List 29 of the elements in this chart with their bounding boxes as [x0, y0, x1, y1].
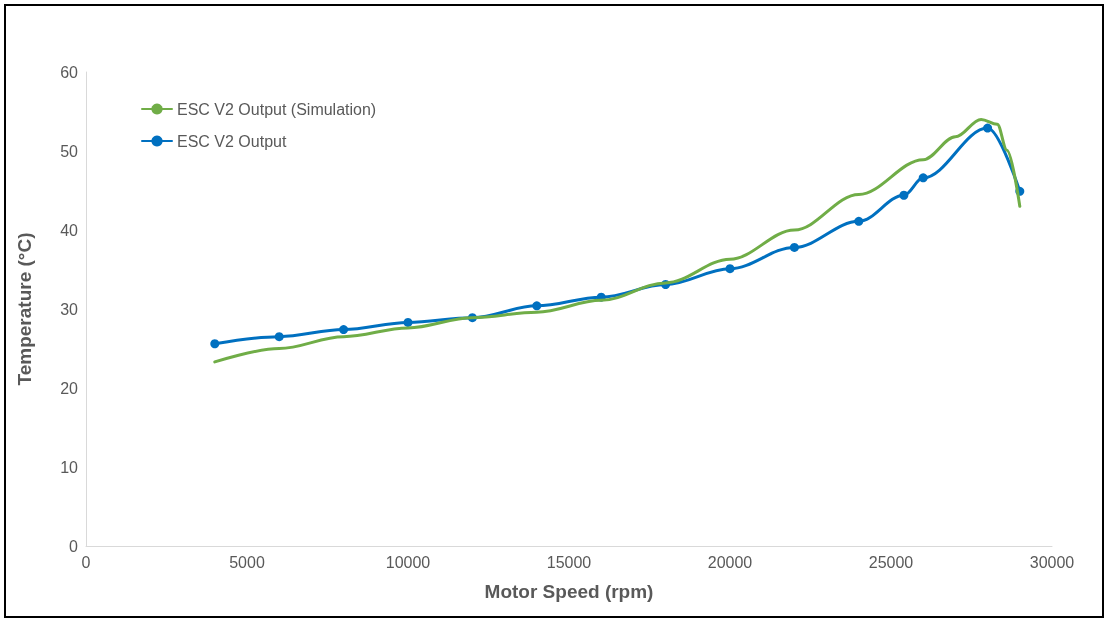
- y-tick-label: 0: [69, 537, 79, 555]
- y-tick-label: 50: [60, 142, 79, 160]
- point: [854, 216, 864, 226]
- y-tick-label: 30: [60, 300, 79, 318]
- y-tick-label: 20: [60, 379, 79, 397]
- point: [983, 123, 993, 133]
- x-tick-label: 10000: [385, 553, 431, 571]
- x-axis-title: Motor Speed (rpm): [484, 581, 654, 602]
- point: [274, 332, 284, 342]
- point: [532, 301, 542, 311]
- x-tick-label: 25000: [868, 553, 914, 571]
- point: [339, 325, 349, 335]
- y-tick-label: 60: [60, 63, 79, 81]
- point: [918, 173, 928, 183]
- x-tick-label: 30000: [1029, 553, 1075, 571]
- legend-label: ESC V2 Output: [177, 132, 287, 150]
- x-tick-label: 20000: [707, 553, 753, 571]
- y-tick-label: 10: [60, 458, 79, 476]
- y-tick-label: 40: [60, 221, 79, 239]
- point: [789, 242, 799, 252]
- point: [899, 190, 909, 200]
- legend-label: ESC V2 Output (Simulation): [177, 100, 377, 118]
- point: [725, 264, 735, 274]
- x-tick-label: 15000: [546, 553, 592, 571]
- x-tick-label: 5000: [229, 553, 265, 571]
- point: [403, 317, 413, 327]
- y-axis-title: Temperature (°C): [14, 232, 35, 386]
- point: [210, 339, 220, 349]
- x-tick-label: 0: [81, 553, 91, 571]
